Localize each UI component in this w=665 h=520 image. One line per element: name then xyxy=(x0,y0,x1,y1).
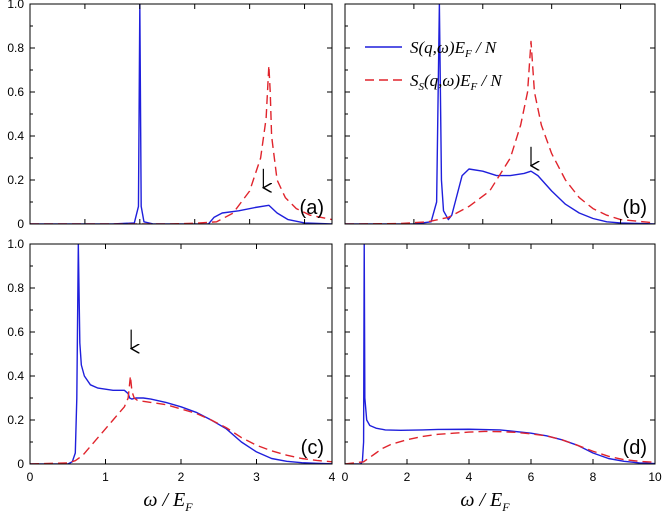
panel-label: (b) xyxy=(623,197,647,219)
series-line-ss xyxy=(30,375,332,464)
x-tick-label: 6 xyxy=(528,470,535,484)
series-line-s xyxy=(30,4,332,224)
y-tick-label: 0.4 xyxy=(7,129,24,143)
y-tick-label: 0.8 xyxy=(7,281,24,295)
series-line-s xyxy=(345,244,655,464)
series-line-ss xyxy=(30,64,332,224)
legend-label-s: S(q,ω)EF / N xyxy=(410,38,498,60)
legend-label-ss: SS(q,ω)EF / N xyxy=(410,71,503,93)
y-tick-label: 0.2 xyxy=(7,173,24,187)
y-tick-label: 1.0 xyxy=(7,237,24,251)
series-line-ss xyxy=(345,430,655,464)
panel-1: 0 0.2 0.4 0.6 0.8 1.0 (a) xyxy=(7,0,333,231)
y-tick-label: 1.0 xyxy=(7,0,24,11)
x-tick-label: 2 xyxy=(178,470,185,484)
legend: S(q,ω)EF / N SS(q,ω)EF / N xyxy=(365,38,503,93)
panel-3: 0 0.2 0.4 0.6 0.8 1.0 0 1 2 3 4 (c) xyxy=(7,237,335,484)
panel-label: (a) xyxy=(300,197,324,219)
series-line-s xyxy=(345,4,655,224)
panel-label: (d) xyxy=(623,437,647,459)
x-tick-label: 1 xyxy=(102,470,109,484)
panel-4: 0 2 4 6 8 10(d) xyxy=(342,243,662,484)
panel-label: (c) xyxy=(301,437,324,459)
y-tick-label: 0.2 xyxy=(7,413,24,427)
x-tick-label: 10 xyxy=(648,470,662,484)
x-axis-label-left: ω / EF xyxy=(143,489,193,514)
series-line-ss xyxy=(345,40,655,224)
panel-2: (b) xyxy=(344,3,656,225)
x-axis-label-right: ω / EF xyxy=(460,489,510,514)
plot-frame xyxy=(29,3,333,225)
x-tick-label: 0 xyxy=(27,470,34,484)
x-tick-label: 4 xyxy=(466,470,473,484)
y-tick-label: 0 xyxy=(17,217,24,231)
y-tick-label: 0.8 xyxy=(7,41,24,55)
plot-frame xyxy=(344,3,656,225)
x-tick-label: 3 xyxy=(253,470,260,484)
y-tick-label: 0.6 xyxy=(7,325,24,339)
y-tick-label: 0 xyxy=(17,457,24,471)
x-tick-label: 8 xyxy=(590,470,597,484)
x-tick-label: 4 xyxy=(329,470,336,484)
panels-group: 0 0.2 0.4 0.6 0.8 1.0 (a) (b) 0 0.2 0.4 0.6 0.8 1.0 0 1… xyxy=(7,0,662,484)
x-tick-label: 2 xyxy=(404,470,411,484)
y-tick-label: 0.4 xyxy=(7,369,24,383)
series-line-s xyxy=(30,244,332,464)
x-tick-label: 0 xyxy=(342,470,349,484)
y-tick-label: 0.6 xyxy=(7,85,24,99)
